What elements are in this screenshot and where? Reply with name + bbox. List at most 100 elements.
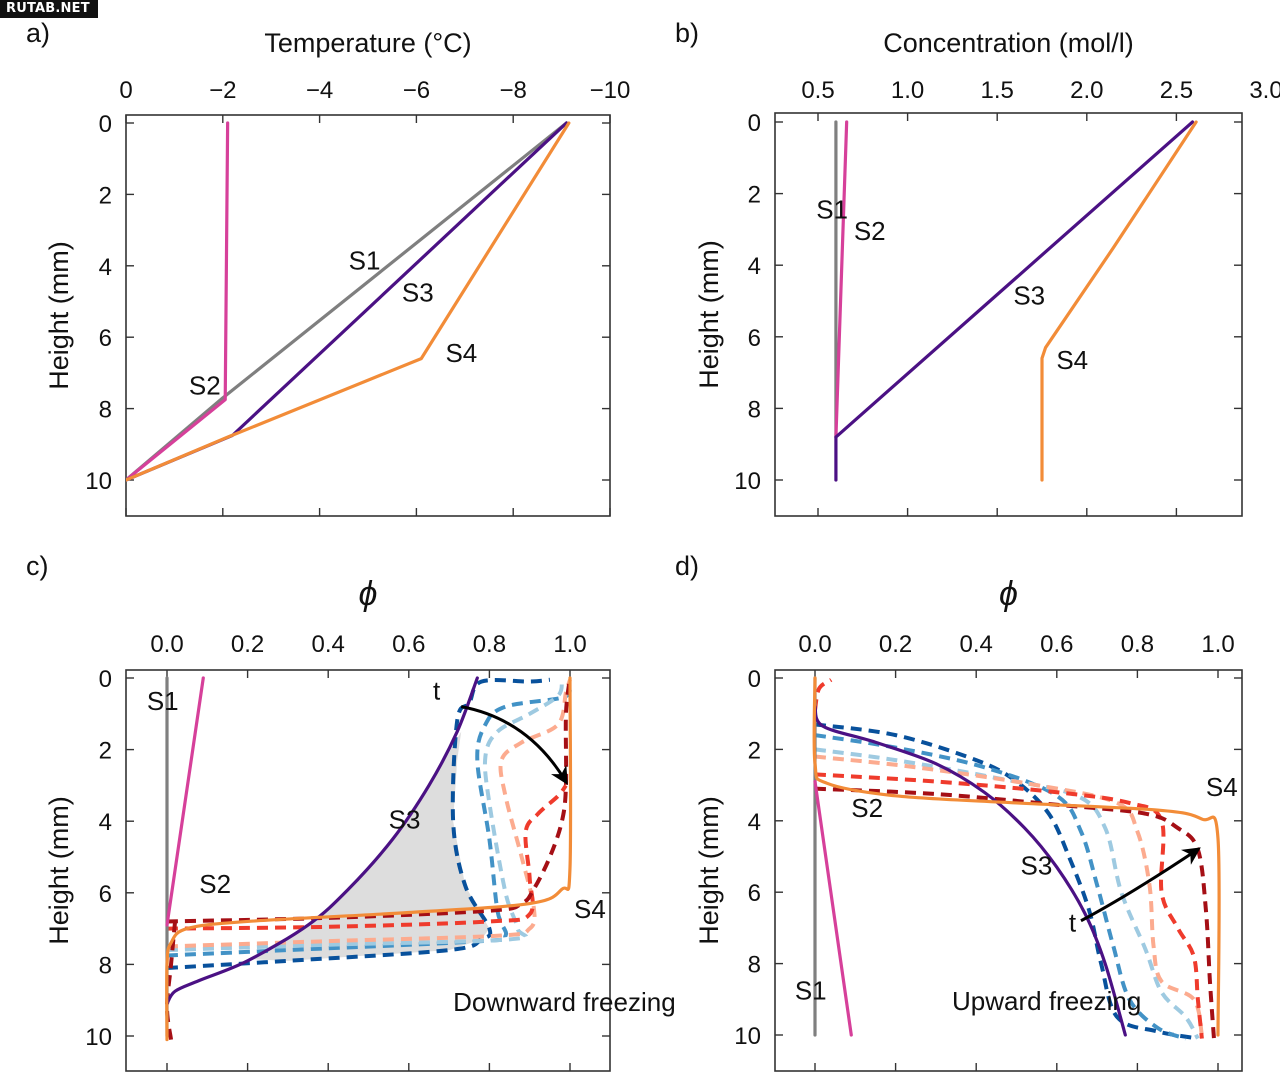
- series-line-s4: [1040, 120, 1198, 482]
- annotation-s4: S4: [1206, 772, 1238, 802]
- series-line-t2: [166, 687, 572, 958]
- x-tick-label: −4: [306, 77, 333, 104]
- y-tick-label: 8: [99, 952, 112, 979]
- panel-c: c) ϕ Height (mm) 0.0 0.2 0.4 0.6 0.8 1.0 0 2 4 6 8 10 S…: [26, 551, 676, 1072]
- series-line-t3: [814, 747, 1200, 1040]
- annotation-s4: S4: [1056, 345, 1088, 375]
- series-line-s4: [812, 676, 1221, 1037]
- y-tick-label: 2: [748, 182, 761, 209]
- panel-b: b) Concentration (mol/l) Height (mm) 0.5 1.0…: [675, 18, 1280, 517]
- plot-frame: [125, 669, 611, 1072]
- x-tick-label: 0: [119, 77, 132, 104]
- y-tick-label: 10: [85, 1024, 112, 1051]
- series-line-s2: [165, 676, 205, 927]
- annotation-s3: S3: [402, 278, 434, 308]
- series-line-t5: [814, 772, 1204, 1039]
- x-tick-label: 0.4: [960, 631, 993, 658]
- panel-label: b): [675, 18, 699, 48]
- series-line-t4: [814, 754, 1204, 1036]
- plot-frame: [125, 114, 611, 517]
- y-tick-label: 8: [748, 396, 761, 423]
- series-line-s4: [126, 121, 571, 482]
- annotation-s2: S2: [851, 793, 883, 823]
- series-line-s3: [834, 120, 1195, 482]
- annotation-s4: S4: [445, 338, 477, 368]
- y-tick-label: 0: [748, 110, 761, 137]
- x-tick-label: 3.0: [1249, 77, 1280, 104]
- y-tick-label: 0: [99, 666, 112, 693]
- panel-d: d) ϕ Height (mm) 0.0 0.2 0.4 0.6 0.8 1.0 0 2 4 6 8 10 S…: [675, 551, 1243, 1072]
- x-tick-label: 1.0: [1201, 631, 1234, 658]
- x-tick-label: 0.8: [1121, 631, 1154, 658]
- y-tick-label: 8: [99, 397, 112, 424]
- x-tick-label: 0.0: [798, 631, 831, 658]
- annotation-t: t: [433, 675, 441, 705]
- y-tick-label: 4: [99, 809, 112, 836]
- annotation-t: t: [1069, 907, 1077, 937]
- series-group: [126, 121, 571, 482]
- annotation-upward-freezing: Upward freezing: [952, 986, 1141, 1016]
- annotation-s1: S1: [349, 245, 381, 275]
- series-line-s3: [165, 676, 479, 1006]
- x-tick-label: 0.2: [879, 631, 912, 658]
- y-tick-label: 4: [748, 253, 761, 280]
- watermark: RUTAB.NET: [0, 0, 98, 18]
- x-tick-label: −10: [590, 77, 631, 104]
- series-line-s2: [813, 779, 853, 1037]
- x-tick-label: 1.5: [981, 77, 1014, 104]
- plot-frame: [774, 669, 1243, 1072]
- annotation-s3: S3: [389, 804, 421, 834]
- y-tick-label: 6: [748, 880, 761, 907]
- x-tick-label: 0.5: [801, 77, 834, 104]
- y-axis-title: Height (mm): [694, 796, 724, 945]
- series-line-t1: [166, 677, 551, 970]
- x-tick-label: 1.0: [891, 77, 924, 104]
- y-tick-label: 4: [748, 809, 761, 836]
- y-axis-title: Height (mm): [694, 240, 724, 389]
- x-axis-title: ϕ: [999, 575, 1018, 613]
- annotation-downward-freezing: Downward freezing: [453, 987, 676, 1017]
- series-line-t3: [166, 681, 564, 953]
- x-tick-label: 0.6: [392, 631, 425, 658]
- series-line-t4: [166, 679, 572, 949]
- annotation-s4: S4: [574, 894, 606, 924]
- series-group: [812, 676, 1221, 1041]
- x-tick-label: 0.4: [312, 631, 345, 658]
- panel-a: a) Temperature (°C) Height (mm) 0 −2 −4 −6 −8 −1…: [26, 18, 631, 517]
- annotation-s3: S3: [1021, 850, 1053, 880]
- plot-frame: [774, 112, 1243, 517]
- x-axis-title: Temperature (°C): [264, 28, 471, 58]
- y-tick-label: 10: [734, 468, 761, 495]
- series-group: [165, 676, 573, 1042]
- x-tick-label: 1.0: [553, 631, 586, 658]
- x-tick-label: 2.5: [1160, 77, 1193, 104]
- series-group: [834, 120, 1198, 482]
- series-line-s3: [813, 704, 1127, 1037]
- x-tick-label: 0.0: [150, 631, 183, 658]
- series-line-s2: [126, 121, 230, 482]
- series-line-t5: [166, 784, 568, 931]
- y-tick-label: 4: [99, 254, 112, 281]
- y-axis-title: Height (mm): [44, 241, 74, 390]
- y-tick-label: 6: [99, 881, 112, 908]
- y-tick-label: 2: [748, 737, 761, 764]
- y-tick-label: 0: [748, 666, 761, 693]
- x-tick-label: 0.2: [231, 631, 264, 658]
- shaded-region: [247, 731, 490, 961]
- time-arrow: [460, 705, 568, 785]
- y-tick-label: 10: [85, 468, 112, 495]
- series-line-t1: [814, 722, 1199, 1041]
- x-tick-label: −8: [500, 77, 527, 104]
- panel-label: c): [26, 551, 49, 581]
- annotation-s2: S2: [189, 370, 221, 400]
- y-tick-label: 0: [99, 111, 112, 138]
- series-line-t2: [814, 733, 1187, 1041]
- y-axis-title: Height (mm): [44, 796, 74, 945]
- x-tick-label: 0.8: [473, 631, 506, 658]
- y-tick-label: 6: [748, 325, 761, 352]
- x-tick-label: 2.0: [1070, 77, 1103, 104]
- panel-label: d): [675, 551, 699, 581]
- y-tick-label: 2: [99, 738, 112, 765]
- x-axis-title: Concentration (mol/l): [883, 28, 1134, 58]
